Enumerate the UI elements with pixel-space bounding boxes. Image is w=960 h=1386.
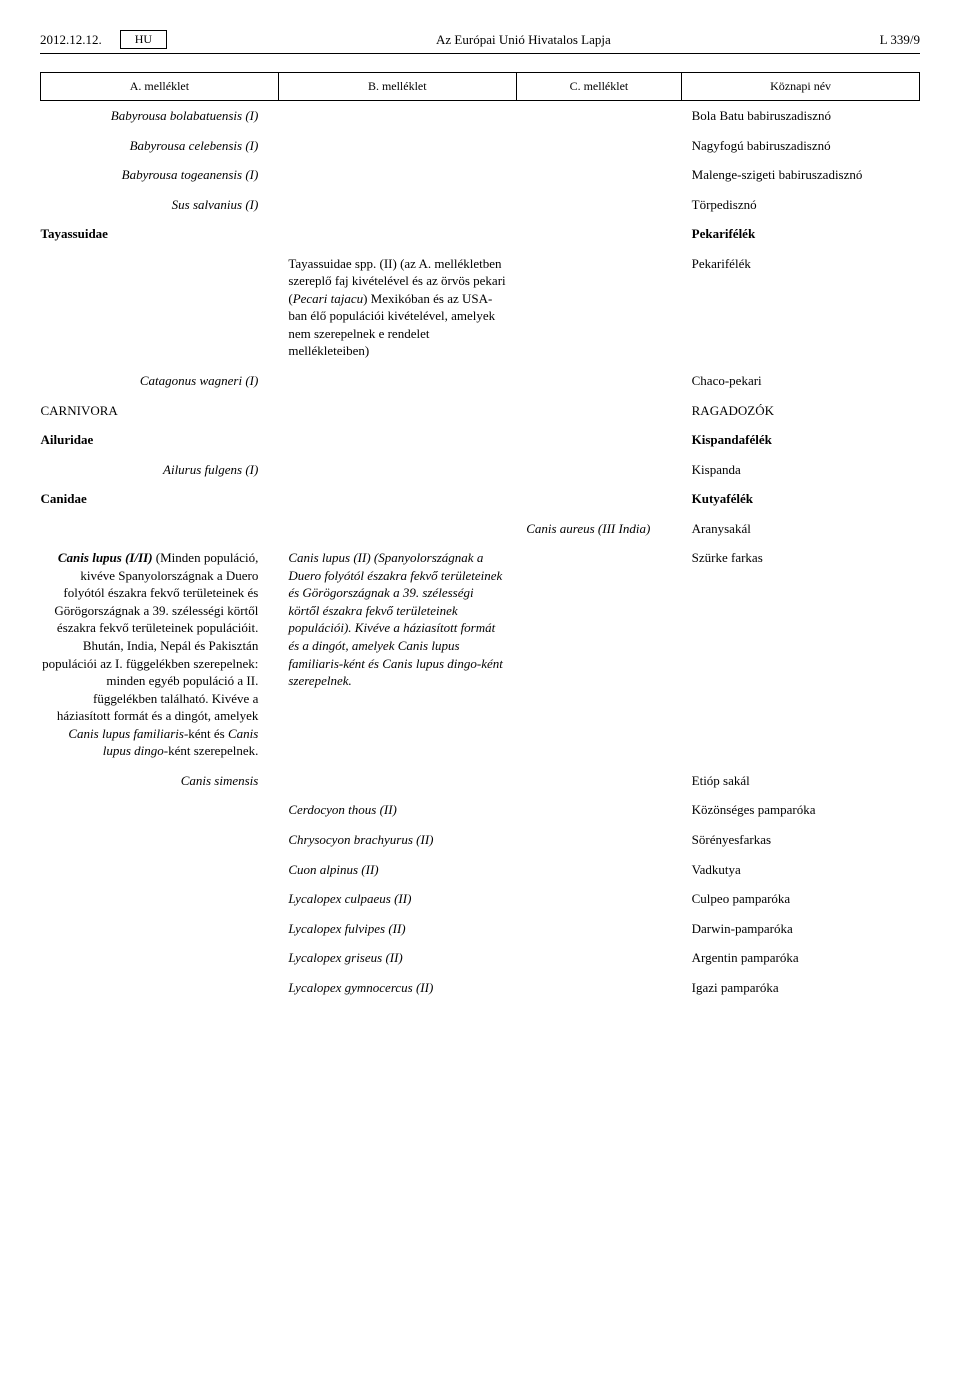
cell-species: Canis lupus (I/II) (Minden populáció, ki… bbox=[41, 543, 279, 766]
cell-common: Kispanda bbox=[682, 455, 920, 485]
table-row: Lycalopex gymnocercus (II) Igazi pamparó… bbox=[41, 973, 920, 1003]
cell-common: Igazi pamparóka bbox=[682, 973, 920, 1003]
text-bold-italic: Canis lupus (I/II) bbox=[58, 550, 153, 565]
table-row: Lycalopex culpaeus (II) Culpeo pamparóka bbox=[41, 884, 920, 914]
table-row: Tayassuidae Pekarifélék bbox=[41, 219, 920, 249]
cell-common: Malenge-szigeti babiruszadisznó bbox=[682, 160, 920, 190]
cell-species: Babyrousa togeanensis (I) bbox=[41, 160, 279, 190]
table-row: Babyrousa bolabatuensis (I) Bola Batu ba… bbox=[41, 101, 920, 131]
table-row: Canis aureus (III India) Aranysakál bbox=[41, 514, 920, 544]
cell-common: Darwin-pamparóka bbox=[682, 914, 920, 944]
text: -ként és bbox=[339, 656, 382, 671]
page-header: 2012.12.12. HU Az Európai Unió Hivatalos… bbox=[40, 30, 920, 54]
cell-species: Babyrousa celebensis (I) bbox=[41, 131, 279, 161]
lang-box: HU bbox=[120, 30, 167, 49]
col-d: Köznapi név bbox=[682, 73, 920, 101]
cell-species: Ailurus fulgens (I) bbox=[41, 455, 279, 485]
cell-annex-b: Lycalopex culpaeus (II) bbox=[278, 884, 516, 914]
cell-common: Vadkutya bbox=[682, 855, 920, 885]
cell-annex-b: Cuon alpinus (II) bbox=[278, 855, 516, 885]
family-label: Ailuridae bbox=[41, 425, 279, 455]
cell-annex-b: Chrysocyon brachyurus (II) bbox=[278, 825, 516, 855]
table-row: Babyrousa togeanensis (I) Malenge-sziget… bbox=[41, 160, 920, 190]
table-row: Lycalopex fulvipes (II) Darwin-pamparóka bbox=[41, 914, 920, 944]
cell-annex-b: Canis lupus (II) (Spanyolországnak a Due… bbox=[278, 543, 516, 766]
text: -ként és bbox=[184, 726, 228, 741]
table-row: Canis lupus (I/II) (Minden populáció, ki… bbox=[41, 543, 920, 766]
text-italic: Canis lupus dingo bbox=[382, 656, 477, 671]
cell-species: Babyrousa bolabatuensis (I) bbox=[41, 101, 279, 131]
cell-common: Pekarifélék bbox=[682, 249, 920, 366]
table-row: Cuon alpinus (II) Vadkutya bbox=[41, 855, 920, 885]
table-row: Canidae Kutyafélék bbox=[41, 484, 920, 514]
cell-annex-b: Cerdocyon thous (II) bbox=[278, 795, 516, 825]
cell-common: Közönséges pamparóka bbox=[682, 795, 920, 825]
table-row: Lycalopex griseus (II) Argentin pamparók… bbox=[41, 943, 920, 973]
header-left: 2012.12.12. HU bbox=[40, 30, 167, 49]
order-label: CARNIVORA bbox=[41, 396, 279, 426]
text-italic: Pecari tajacu bbox=[293, 291, 363, 306]
text: (Minden populáció, kivéve Spanyolországn… bbox=[42, 550, 258, 723]
cell-common: Etióp sakál bbox=[682, 766, 920, 796]
table-row: Sus salvanius (I) Törpedisznó bbox=[41, 190, 920, 220]
table-row: Canis simensis Etióp sakál bbox=[41, 766, 920, 796]
page: 2012.12.12. HU Az Európai Unió Hivatalos… bbox=[0, 0, 960, 1032]
table-row: CARNIVORA RAGADOZÓK bbox=[41, 396, 920, 426]
text-italic: Canis lupus familiaris bbox=[68, 726, 184, 741]
species-table: A. melléklet B. melléklet C. melléklet K… bbox=[40, 72, 920, 1002]
table-header-row: A. melléklet B. melléklet C. melléklet K… bbox=[41, 73, 920, 101]
header-date: 2012.12.12. bbox=[40, 32, 102, 48]
cell-species: Sus salvanius (I) bbox=[41, 190, 279, 220]
col-b: B. melléklet bbox=[278, 73, 516, 101]
table-row: Catagonus wagneri (I) Chaco-pekari bbox=[41, 366, 920, 396]
text: Canis lupus (II) (Spanyolországnak a Due… bbox=[288, 550, 502, 653]
table-row: Chrysocyon brachyurus (II) Sörényesfarka… bbox=[41, 825, 920, 855]
text: -ként szerepelnek. bbox=[164, 743, 259, 758]
table-row: Ailurus fulgens (I) Kispanda bbox=[41, 455, 920, 485]
cell-common: Törpedisznó bbox=[682, 190, 920, 220]
cell-annex-b: Lycalopex gymnocercus (II) bbox=[278, 973, 516, 1003]
table-row: Ailuridae Kispandafélék bbox=[41, 425, 920, 455]
cell-annex-b: Lycalopex griseus (II) bbox=[278, 943, 516, 973]
cell-common: Szürke farkas bbox=[682, 543, 920, 766]
table-row: Cerdocyon thous (II) Közönséges pamparók… bbox=[41, 795, 920, 825]
cell-common: Kispandafélék bbox=[682, 425, 920, 455]
cell-common: Nagyfogú babiruszadisznó bbox=[682, 131, 920, 161]
cell-common: Culpeo pamparóka bbox=[682, 884, 920, 914]
cell-common: Bola Batu babiruszadisznó bbox=[682, 101, 920, 131]
cell-common: Pekarifélék bbox=[682, 219, 920, 249]
cell-common: Kutyafélék bbox=[682, 484, 920, 514]
cell-species: Canis simensis bbox=[41, 766, 279, 796]
table-row: Tayassuidae spp. (II) (az A. mellékletbe… bbox=[41, 249, 920, 366]
family-label: Canidae bbox=[41, 484, 279, 514]
col-c: C. melléklet bbox=[516, 73, 681, 101]
cell-annex-c: Canis aureus (III India) bbox=[516, 514, 681, 544]
header-title: Az Európai Unió Hivatalos Lapja bbox=[436, 32, 611, 48]
cell-common: RAGADOZÓK bbox=[682, 396, 920, 426]
header-page: L 339/9 bbox=[880, 32, 920, 48]
cell-annex-b: Lycalopex fulvipes (II) bbox=[278, 914, 516, 944]
cell-common: Chaco-pekari bbox=[682, 366, 920, 396]
col-a: A. melléklet bbox=[41, 73, 279, 101]
cell-annex-b: Tayassuidae spp. (II) (az A. mellékletbe… bbox=[278, 249, 516, 366]
cell-common: Aranysakál bbox=[682, 514, 920, 544]
family-label: Tayassuidae bbox=[41, 219, 279, 249]
cell-species: Catagonus wagneri (I) bbox=[41, 366, 279, 396]
cell-common: Sörényesfarkas bbox=[682, 825, 920, 855]
table-row: Babyrousa celebensis (I) Nagyfogú babiru… bbox=[41, 131, 920, 161]
cell-common: Argentin pamparóka bbox=[682, 943, 920, 973]
